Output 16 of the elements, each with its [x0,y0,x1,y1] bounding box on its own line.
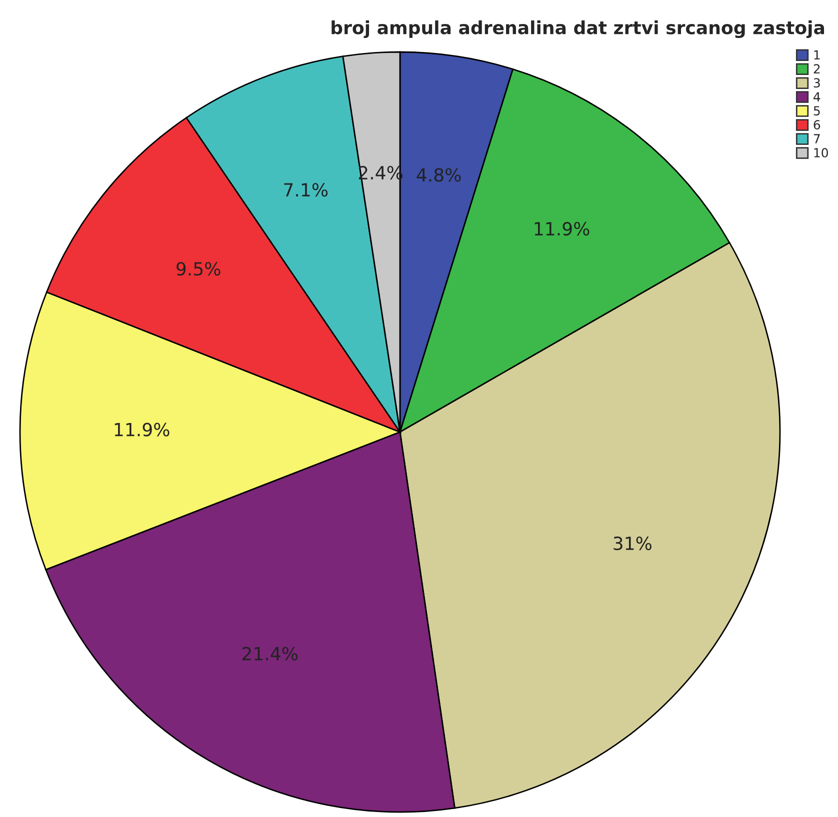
legend-label: 6 [814,120,820,130]
chart-title: broj ampula adrenalina dat zrtvi srcanog zastoja [332,20,824,38]
legend-label: 4 [814,92,820,102]
data-label: 7.1% [284,183,328,197]
data-label: 9.5% [176,262,220,276]
legend-label: 7 [814,134,820,144]
data-label: 11.9% [114,422,170,436]
data-label: 11.9% [534,222,590,236]
legend-label: 3 [814,78,820,88]
legend-label: 5 [814,106,820,116]
data-label: 31% [614,536,652,550]
data-label: 4.8% [416,168,461,182]
data-label: 21.4% [242,646,298,660]
legend-label: 1 [814,50,820,60]
legend-label: 2 [814,64,820,74]
legend-label: 10 [814,148,828,158]
